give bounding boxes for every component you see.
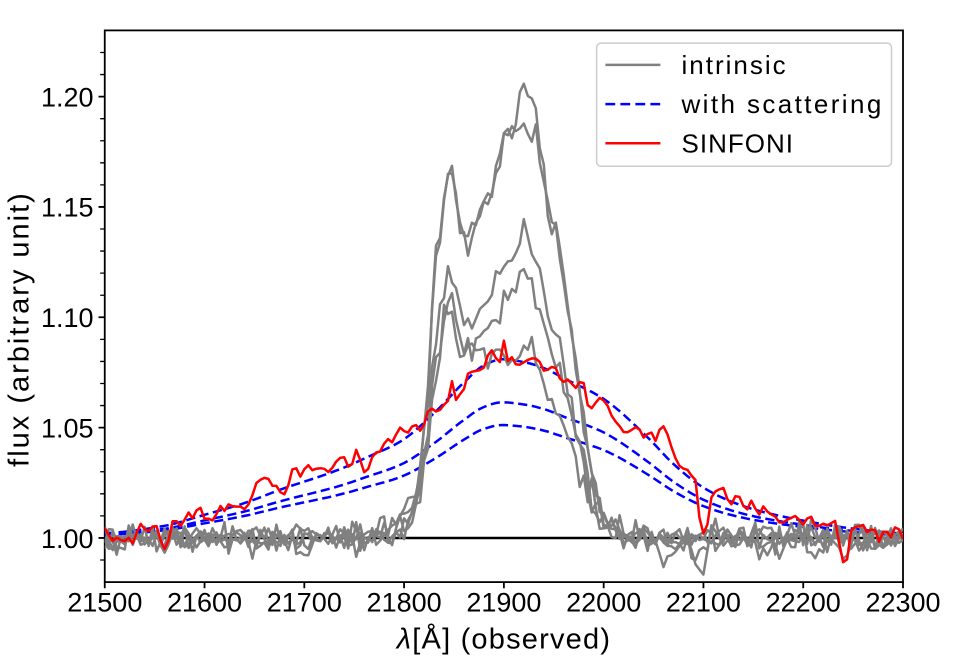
svg-text:22200: 22200 [766,588,841,618]
svg-text:21900: 21900 [466,588,541,618]
svg-text:21800: 21800 [367,588,442,618]
svg-text:1.05: 1.05 [41,413,94,443]
svg-text:21600: 21600 [167,588,242,618]
svg-text:21500: 21500 [67,588,142,618]
svg-text:1.15: 1.15 [41,193,94,223]
svg-text:22000: 22000 [566,588,641,618]
svg-text:1.00: 1.00 [41,524,94,554]
svg-text:1.20: 1.20 [41,82,94,112]
svg-text:with scattering: with scattering [681,89,884,119]
svg-text:λ[Å] (observed): λ[Å] (observed) [395,623,611,656]
svg-text:22300: 22300 [865,588,940,618]
svg-text:flux (arbitrary unit): flux (arbitrary unit) [4,191,36,467]
svg-text:1.10: 1.10 [41,303,94,333]
svg-text:intrinsic: intrinsic [682,50,788,80]
svg-text:SINFONI: SINFONI [682,128,794,158]
svg-text:21700: 21700 [267,588,342,618]
svg-text:22100: 22100 [666,588,741,618]
